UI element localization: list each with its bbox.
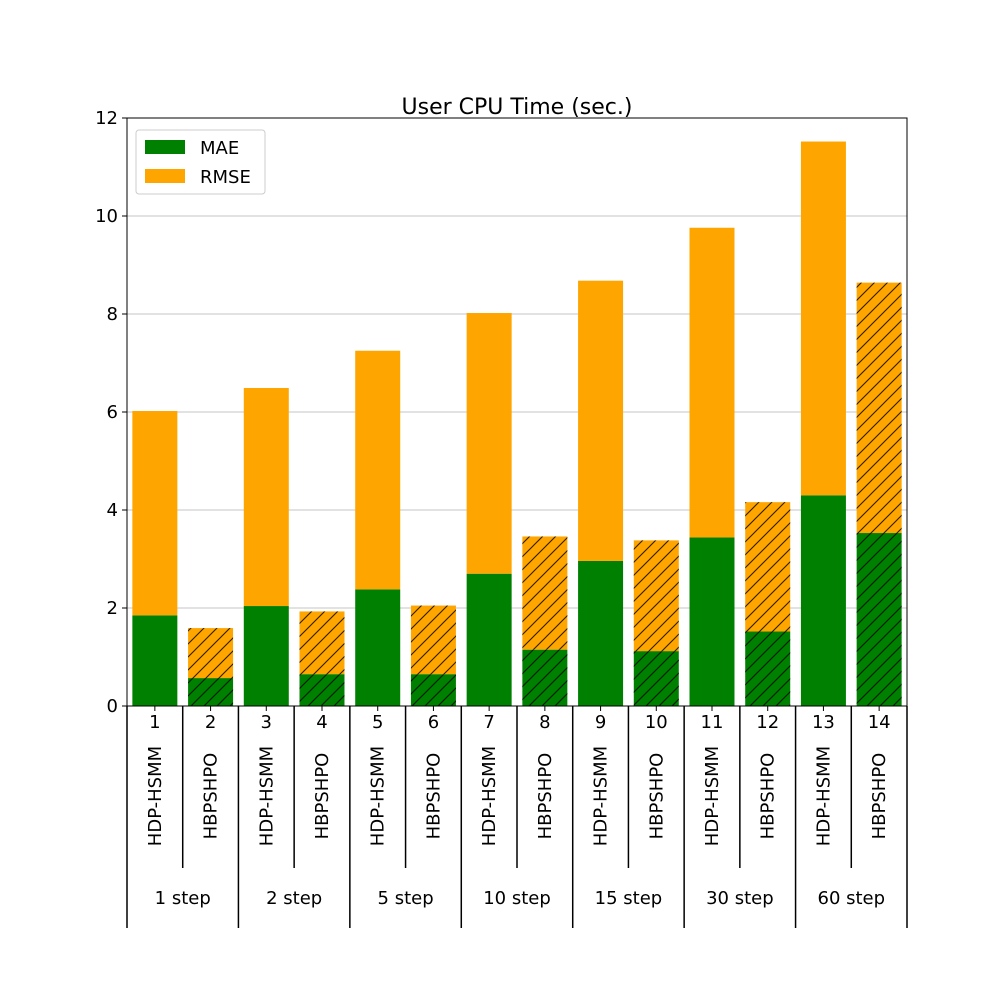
legend-label: MAE — [200, 138, 239, 159]
bars — [132, 141, 902, 706]
bar-rmse — [466, 313, 512, 574]
bar-hatch — [745, 502, 791, 632]
x-tick-label: 4 — [316, 712, 327, 733]
bar-hatch — [522, 649, 568, 706]
method-label: HDP-HSMM — [145, 746, 166, 846]
x-tick-label: 10 — [645, 712, 668, 733]
y-tick-label: 8 — [107, 304, 118, 325]
x-tick-label: 12 — [756, 712, 779, 733]
x-tick-label: 5 — [372, 712, 383, 733]
legend-swatch-mae — [145, 140, 185, 154]
y-tick-label: 4 — [107, 500, 118, 521]
legend-label: RMSE — [200, 167, 251, 188]
method-label: HBPSHPO — [646, 753, 667, 840]
x-tick-label: 7 — [483, 712, 494, 733]
bar-hatch — [856, 282, 902, 534]
group-label: 1 step — [155, 888, 211, 909]
method-label: HDP-HSMM — [256, 746, 277, 846]
bar-mae — [466, 573, 512, 706]
legend-swatch-rmse — [145, 169, 185, 183]
bar-hatch — [856, 533, 902, 706]
x-tick-label: 8 — [539, 712, 550, 733]
method-label: HBPSHPO — [758, 753, 779, 840]
method-label: HBPSHPO — [201, 753, 222, 840]
x-tick-label: 11 — [701, 712, 724, 733]
x-tick-label: 6 — [428, 712, 439, 733]
method-label: HBPSHPO — [869, 753, 890, 840]
bar-hatch — [188, 628, 234, 679]
method-label: HBPSHPO — [312, 753, 333, 840]
axes: 0 2 4 6 8 10 12 1 HDP-HSMM 2 HBPSHPO 3 HDP-HSMM 4 HBPS… — [95, 108, 908, 928]
group-label: 2 step — [266, 888, 322, 909]
y-tick-label: 10 — [95, 206, 118, 227]
bar-rmse — [689, 227, 735, 538]
y-tick-label: 2 — [107, 598, 118, 619]
bar-hatch — [745, 631, 791, 706]
bar-hatch — [299, 611, 345, 675]
x-tick-label: 14 — [868, 712, 891, 733]
bar-rmse — [355, 350, 401, 590]
x-tick-label: 13 — [812, 712, 835, 733]
bar-hatch — [410, 674, 456, 706]
method-label: HBPSHPO — [423, 753, 444, 840]
legend: MAE RMSE — [135, 129, 266, 195]
bar-hatch — [410, 605, 456, 675]
group-label: 10 step — [483, 888, 551, 909]
bar-rmse — [243, 387, 289, 607]
group-label: 15 step — [595, 888, 663, 909]
bar-hatch — [522, 536, 568, 650]
bar-rmse — [578, 280, 624, 561]
method-label: HDP-HSMM — [479, 746, 500, 846]
method-label: HDP-HSMM — [702, 746, 723, 846]
bar-hatch — [188, 678, 234, 706]
y-tick-label: 12 — [95, 108, 118, 129]
bar-hatch — [633, 540, 679, 652]
y-tick-label: 6 — [107, 402, 118, 423]
chart-title: User CPU Time (sec.) — [402, 95, 633, 120]
bar-mae — [800, 495, 846, 706]
method-label: HDP-HSMM — [813, 746, 834, 846]
method-label: HDP-HSMM — [368, 746, 389, 846]
group-label: 30 step — [706, 888, 774, 909]
y-tick-label: 0 — [107, 696, 118, 717]
group-label: 5 step — [378, 888, 434, 909]
bar-rmse — [800, 141, 846, 496]
bar-mae — [578, 560, 624, 706]
bar-hatch — [633, 651, 679, 706]
x-tick-label: 9 — [595, 712, 606, 733]
bar-mae — [132, 615, 178, 706]
x-tick-label: 2 — [205, 712, 216, 733]
x-tick-label: 1 — [149, 712, 160, 733]
bar-mae — [243, 606, 289, 706]
bar-mae — [689, 537, 735, 706]
method-label: HDP-HSMM — [591, 746, 612, 846]
x-tick-label: 3 — [261, 712, 272, 733]
method-label: HBPSHPO — [535, 753, 556, 840]
bar-rmse — [132, 411, 178, 616]
bar-mae — [355, 589, 401, 706]
group-label: 60 step — [818, 888, 886, 909]
bar-hatch — [299, 674, 345, 706]
